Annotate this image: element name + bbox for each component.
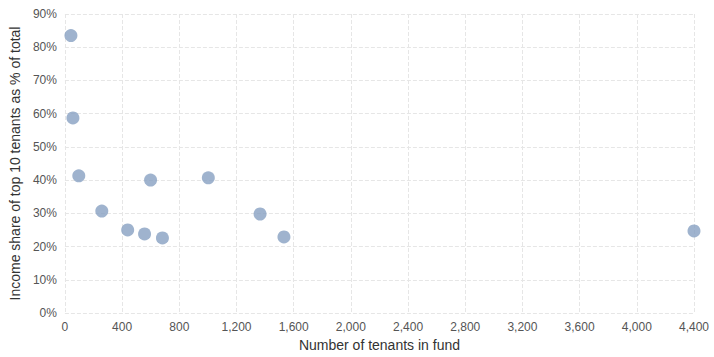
svg-text:4,400: 4,400 — [679, 320, 709, 334]
svg-text:0: 0 — [62, 320, 69, 334]
svg-text:70%: 70% — [33, 73, 57, 87]
svg-text:2,800: 2,800 — [450, 320, 480, 334]
svg-text:50%: 50% — [33, 140, 57, 154]
svg-text:60%: 60% — [33, 107, 57, 121]
svg-text:Number of tenants in fund: Number of tenants in fund — [299, 337, 460, 353]
svg-text:3,200: 3,200 — [507, 320, 537, 334]
svg-text:80%: 80% — [33, 40, 57, 54]
svg-text:10%: 10% — [33, 273, 57, 287]
svg-text:20%: 20% — [33, 240, 57, 254]
svg-text:90%: 90% — [33, 7, 57, 21]
svg-text:2,000: 2,000 — [336, 320, 366, 334]
svg-text:40%: 40% — [33, 173, 57, 187]
svg-text:3,600: 3,600 — [565, 320, 595, 334]
svg-text:0%: 0% — [40, 306, 58, 320]
svg-text:30%: 30% — [33, 206, 57, 220]
svg-text:400: 400 — [112, 320, 132, 334]
svg-text:800: 800 — [169, 320, 189, 334]
svg-text:4,000: 4,000 — [622, 320, 652, 334]
svg-text:2,400: 2,400 — [393, 320, 423, 334]
svg-text:1,200: 1,200 — [221, 320, 251, 334]
svg-text:Income share of top 10 tenants: Income share of top 10 tenants as % of t… — [7, 27, 23, 301]
svg-text:1,600: 1,600 — [279, 320, 309, 334]
